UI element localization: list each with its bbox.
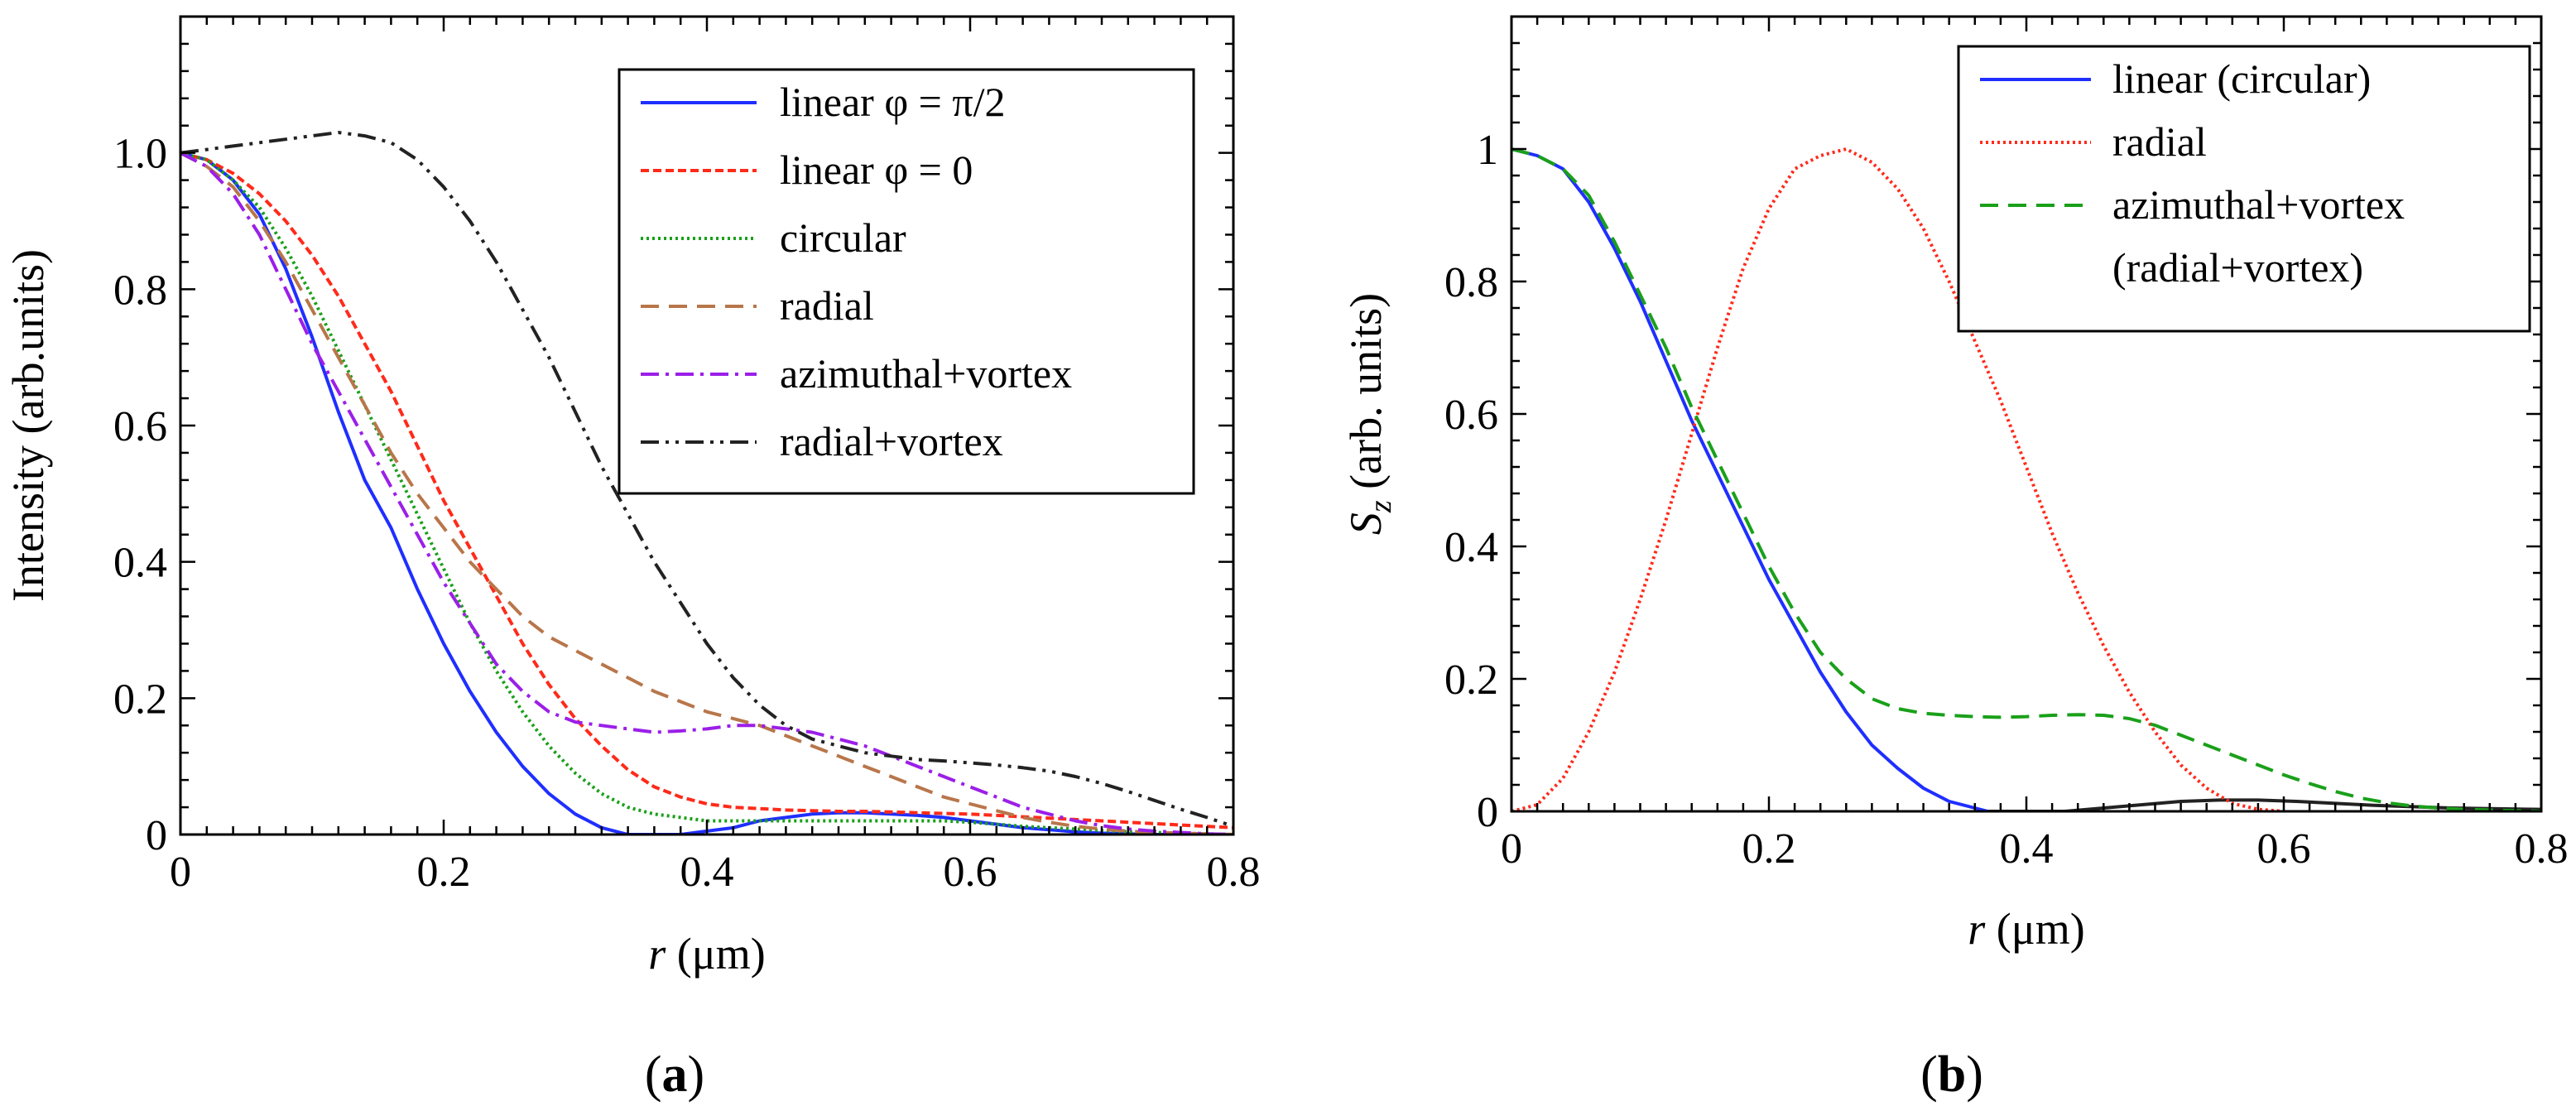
panel-a-chart: 0 0.2 0.4 0.6 0.8 0 0.2 0.4 0.6 0.8 1.0 r (μm) Inten… bbox=[3, 15, 1261, 1103]
x-tick-label: 0.4 bbox=[2000, 825, 2054, 873]
y-tick-label: 0 bbox=[146, 812, 167, 859]
series-line-radial bbox=[180, 151, 1233, 835]
series-line-radial-vortex bbox=[180, 131, 1233, 828]
x-axis-label: r (μm) bbox=[1968, 904, 2084, 954]
legend-label: azimuthal+vortex bbox=[780, 350, 1072, 397]
y-tick-label: 0 bbox=[1477, 789, 1498, 836]
x-axis-label: r (μm) bbox=[648, 929, 765, 979]
legend-box bbox=[1957, 45, 2531, 333]
panel-b-chart: 0 0.2 0.4 0.6 0.8 0 0.2 0.4 0.6 0.8 1 r (μm) Sz (arb… bbox=[1341, 15, 2569, 1103]
legend-label: radial bbox=[2112, 118, 2207, 165]
x-tick-label: 0 bbox=[170, 849, 191, 896]
y-tick-label: 0.6 bbox=[1444, 392, 1498, 439]
legend-label: azimuthal+vortex bbox=[2112, 181, 2405, 228]
y-tick-label: 0.8 bbox=[113, 267, 167, 314]
legend-label: circular bbox=[780, 214, 906, 261]
panel-label: (a) bbox=[645, 1046, 704, 1103]
y-tick-label: 1 bbox=[1477, 127, 1498, 174]
y-axis-label: Sz (arb. units) bbox=[1341, 293, 1398, 535]
legend-label-continued: (radial+vortex) bbox=[2112, 244, 2363, 291]
y-tick-label: 0.6 bbox=[113, 403, 167, 450]
series-line-azimuthal-vortex bbox=[1511, 147, 2541, 811]
x-tick-label: 0.6 bbox=[2257, 825, 2311, 873]
series-line-linear-circular- bbox=[1511, 147, 1988, 811]
y-tick-label: 1.0 bbox=[113, 131, 167, 178]
x-tick-label: 0 bbox=[1501, 825, 1522, 873]
x-tick-label: 0.2 bbox=[417, 849, 471, 896]
series-line-linear-0 bbox=[180, 151, 1233, 830]
legend-label: radial bbox=[780, 282, 874, 329]
y-tick-label: 0.2 bbox=[1444, 657, 1498, 704]
panel-label: (b) bbox=[1920, 1046, 1983, 1103]
legend-label: linear φ = 0 bbox=[780, 147, 973, 193]
series-line-azimuthal-vortex bbox=[180, 151, 1233, 835]
y-axis-label: Intensity (arb.units) bbox=[3, 249, 53, 602]
legend-box bbox=[618, 68, 1195, 495]
legend-label: linear (circular) bbox=[2112, 55, 2371, 102]
legend-label: linear φ = π/2 bbox=[780, 79, 1006, 125]
y-tick-label: 0.8 bbox=[1444, 259, 1498, 306]
x-tick-label: 0.6 bbox=[944, 849, 997, 896]
x-tick-label: 0.8 bbox=[2515, 825, 2569, 873]
x-tick-label: 0.8 bbox=[1207, 849, 1261, 896]
y-tick-label: 0.4 bbox=[1444, 524, 1498, 571]
x-tick-label: 0.4 bbox=[680, 849, 734, 896]
legend-label: radial+vortex bbox=[780, 418, 1003, 464]
y-tick-label: 0.2 bbox=[113, 676, 167, 723]
x-tick-label: 0.2 bbox=[1742, 825, 1796, 873]
y-tick-label: 0.4 bbox=[113, 540, 167, 587]
